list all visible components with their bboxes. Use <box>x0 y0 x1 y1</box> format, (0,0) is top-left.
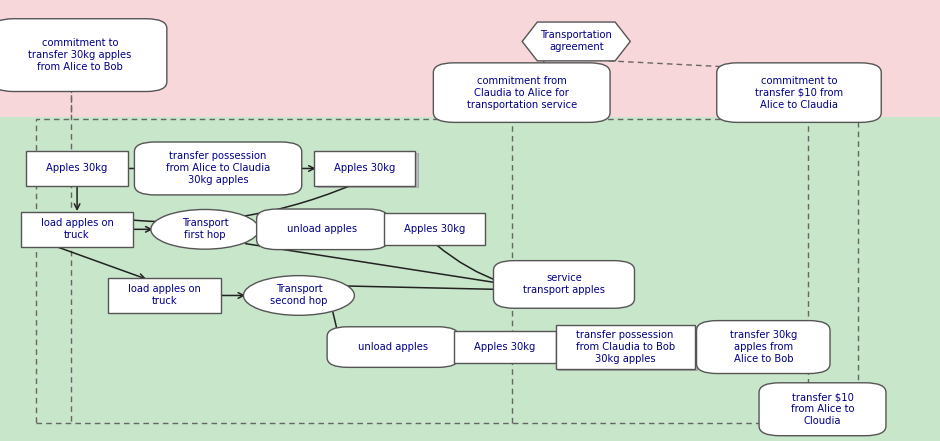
Text: load apples on
truck: load apples on truck <box>40 218 114 240</box>
Text: commitment from
Claudia to Alice for
transportation service: commitment from Claudia to Alice for tra… <box>466 75 577 110</box>
Text: Apples 30kg: Apples 30kg <box>474 342 536 352</box>
FancyBboxPatch shape <box>257 209 388 250</box>
Polygon shape <box>523 22 630 61</box>
Text: Transport
second hop: Transport second hop <box>270 284 328 306</box>
Text: unload apples: unload apples <box>288 224 357 234</box>
FancyBboxPatch shape <box>314 151 415 186</box>
Text: load apples on
truck: load apples on truck <box>128 284 201 306</box>
FancyBboxPatch shape <box>760 383 886 436</box>
FancyBboxPatch shape <box>384 213 485 245</box>
Text: Apples 30kg: Apples 30kg <box>403 224 465 234</box>
FancyBboxPatch shape <box>433 63 610 122</box>
FancyBboxPatch shape <box>21 212 133 247</box>
FancyBboxPatch shape <box>317 153 418 187</box>
Text: transfer 30kg
apples from
Alice to Bob: transfer 30kg apples from Alice to Bob <box>729 330 797 364</box>
Text: transfer $10
from Alice to
Cloudia: transfer $10 from Alice to Cloudia <box>791 392 854 426</box>
Text: Apples 30kg: Apples 30kg <box>46 164 108 173</box>
FancyBboxPatch shape <box>558 326 697 370</box>
FancyBboxPatch shape <box>494 261 634 308</box>
Ellipse shape <box>150 209 258 249</box>
FancyBboxPatch shape <box>0 0 940 117</box>
FancyBboxPatch shape <box>108 278 221 313</box>
Text: commitment to
transfer 30kg apples
from Alice to Bob: commitment to transfer 30kg apples from … <box>28 38 132 72</box>
FancyBboxPatch shape <box>134 142 302 195</box>
FancyBboxPatch shape <box>454 331 556 363</box>
FancyBboxPatch shape <box>26 151 128 186</box>
Text: Transport
first hop: Transport first hop <box>181 218 228 240</box>
Text: transfer possession
from Alice to Claudia
30kg apples: transfer possession from Alice to Claudi… <box>166 151 270 186</box>
FancyBboxPatch shape <box>327 327 459 367</box>
Text: transfer possession
from Claudia to Bob
30kg apples: transfer possession from Claudia to Bob … <box>575 330 675 364</box>
FancyBboxPatch shape <box>556 325 695 369</box>
FancyBboxPatch shape <box>717 63 882 122</box>
Text: commitment to
transfer $10 from
Alice to Claudia: commitment to transfer $10 from Alice to… <box>755 75 843 110</box>
Text: Transportation
agreement: Transportation agreement <box>540 30 612 52</box>
Text: unload apples: unload apples <box>358 342 428 352</box>
FancyBboxPatch shape <box>0 19 167 92</box>
Text: service
transport apples: service transport apples <box>523 273 605 295</box>
FancyBboxPatch shape <box>697 321 830 374</box>
Ellipse shape <box>243 276 354 315</box>
Text: Apples 30kg: Apples 30kg <box>334 164 396 173</box>
